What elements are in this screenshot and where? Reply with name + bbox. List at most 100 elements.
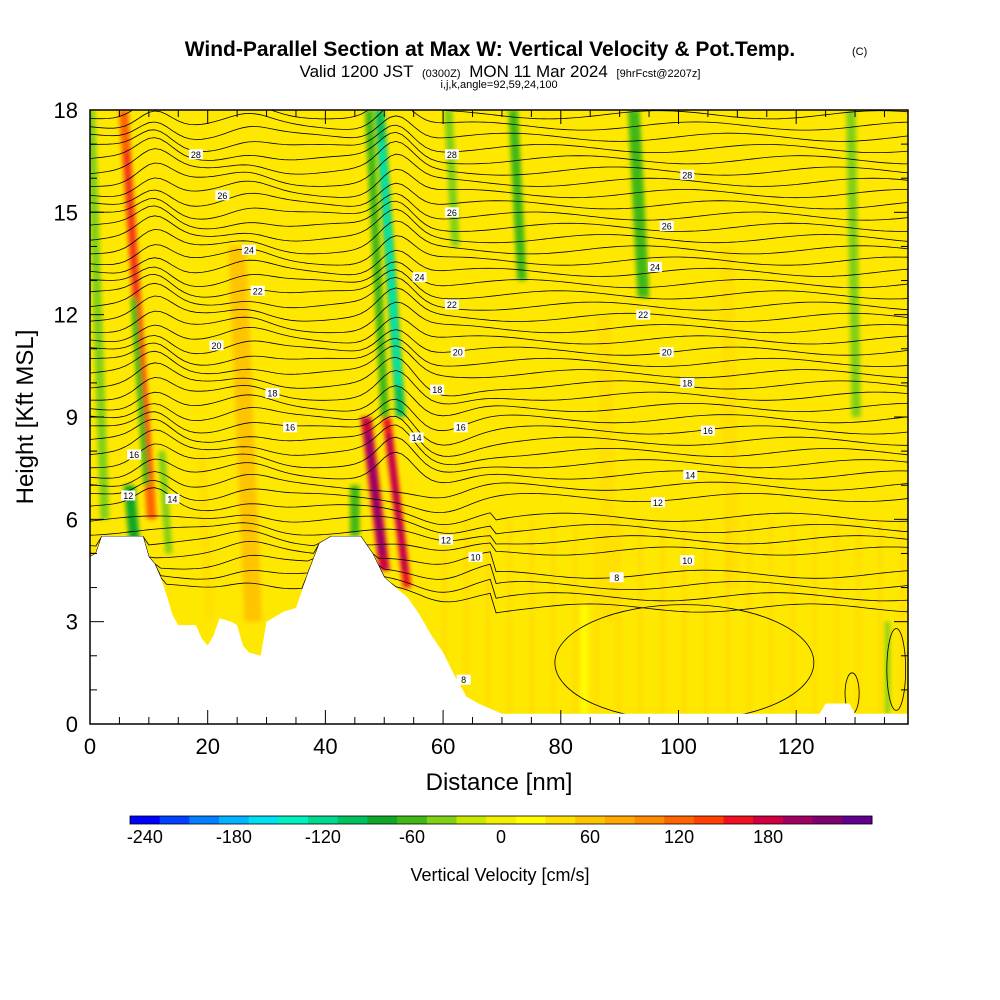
y-tick-label: 3 <box>66 610 78 635</box>
isentrope-line <box>90 479 908 514</box>
plot-area: 28 26 24 22 20 18 16 16 12 14 28 26 24 22 20 18 16 14 12 10… <box>54 98 909 759</box>
isentrope-label: 18 <box>680 377 695 388</box>
colorbar-tick-label: 180 <box>753 827 783 847</box>
y-tick-label: 9 <box>66 405 78 430</box>
svg-text:16: 16 <box>456 423 466 433</box>
velocity-streak <box>595 519 599 724</box>
svg-text:24: 24 <box>415 273 425 283</box>
isentrope-label: 20 <box>659 347 674 358</box>
velocity-streak <box>835 519 839 724</box>
velocity-streak <box>573 519 577 724</box>
velocity-core <box>365 432 386 556</box>
isentrope-line <box>90 370 908 405</box>
isentrope-line <box>90 261 908 289</box>
colorbar-tick-label: 60 <box>580 827 600 847</box>
svg-text:26: 26 <box>447 208 457 218</box>
isentrope-line <box>90 329 908 356</box>
colorbar-swatch <box>604 816 636 824</box>
svg-text:26: 26 <box>217 191 227 201</box>
svg-text:20: 20 <box>453 348 463 358</box>
colorbar-swatch <box>219 816 250 824</box>
isentrope-label: 28 <box>444 149 459 160</box>
isentrope-line <box>90 301 908 334</box>
subtitle-main: MON 11 Mar 2024 <box>469 62 608 81</box>
velocity-streak <box>464 519 468 724</box>
svg-text:22: 22 <box>638 310 648 320</box>
isentrope-label: 26 <box>659 220 674 231</box>
isentrope-label: 16 <box>700 425 715 436</box>
isentrope-line <box>90 208 908 244</box>
isentrope-line <box>90 220 908 255</box>
isentrope-line <box>90 451 908 484</box>
isentrope-line <box>90 193 908 221</box>
velocity-core <box>386 434 407 571</box>
velocity-streak <box>660 519 664 724</box>
isentrope-label: 12 <box>650 497 665 508</box>
velocity-streak <box>704 519 708 724</box>
velocity-streak <box>551 519 555 724</box>
colorbar-swatch <box>189 816 220 824</box>
colorbar-tick-label: -180 <box>216 827 252 847</box>
isentrope-label: 24 <box>241 244 256 255</box>
velocity-streak <box>639 519 643 724</box>
velocity-streak <box>443 519 447 724</box>
chart-title: Wind-Parallel Section at Max W: Vertical… <box>185 38 796 61</box>
isentrope-line <box>90 276 908 311</box>
isentrope-line <box>90 269 908 300</box>
svg-text:14: 14 <box>412 433 422 443</box>
colorbar-swatch <box>782 816 814 824</box>
isentrope-line <box>90 408 908 446</box>
isentrope-label: 12 <box>121 490 136 501</box>
isentrope-line <box>90 131 908 165</box>
svg-text:12: 12 <box>653 498 663 508</box>
x-tick-label: 20 <box>195 734 219 759</box>
isentrope-line <box>90 110 908 120</box>
isentrope-label: 18 <box>265 388 280 399</box>
isentrope-label: 8 <box>609 572 624 583</box>
colorbar-swatch <box>456 816 487 824</box>
isentrope-line <box>90 415 908 457</box>
svg-text:22: 22 <box>253 286 263 296</box>
isentrope-line <box>90 200 908 232</box>
svg-text:20: 20 <box>212 341 222 351</box>
velocity-streak <box>769 519 773 724</box>
chart-subtitle: Valid 1200 JST (0300Z) MON 11 Mar 2024 [… <box>300 62 701 81</box>
terrain-mask <box>90 536 908 724</box>
field-background <box>90 110 908 724</box>
y-tick-label: 6 <box>66 507 78 532</box>
subtitle-suffix: [9hrFcst@2207z] <box>617 68 701 80</box>
velocity-streak <box>878 519 882 724</box>
svg-text:28: 28 <box>447 150 457 160</box>
isentrope-label: 16 <box>453 422 468 433</box>
y-tick-label: 0 <box>66 712 78 737</box>
svg-text:8: 8 <box>614 573 619 583</box>
isentrope-label: 12 <box>439 534 454 545</box>
colorbar-swatch <box>367 816 398 824</box>
colorbar-swatch <box>812 816 843 824</box>
chart-title-mark: (C) <box>852 46 867 58</box>
isentrope-label: 16 <box>127 449 142 460</box>
isentrope-label: 20 <box>450 347 465 358</box>
isentrope-line <box>90 536 908 602</box>
isentrope-label: 16 <box>283 422 298 433</box>
colorbar-swatch <box>248 816 279 824</box>
isentrope-line <box>90 316 908 345</box>
isentrope-line <box>90 530 908 556</box>
isentrope-line <box>90 235 908 266</box>
isentrope-line <box>90 487 908 526</box>
velocity-band <box>581 604 588 714</box>
colorbar-swatch <box>130 816 161 824</box>
isentrope-label: 22 <box>250 285 265 296</box>
svg-text:16: 16 <box>285 423 295 433</box>
colorbar-swatch <box>397 816 428 824</box>
isentrope-line <box>90 337 908 367</box>
isentrope-label: 26 <box>215 190 230 201</box>
colorbar-swatch <box>634 816 665 824</box>
velocity-streak <box>617 519 621 724</box>
isentrope-line <box>90 536 908 579</box>
isentrope-line <box>90 153 908 187</box>
svg-text:26: 26 <box>662 221 672 231</box>
colorbar-tick-label: 120 <box>664 827 694 847</box>
svg-text:12: 12 <box>441 535 451 545</box>
